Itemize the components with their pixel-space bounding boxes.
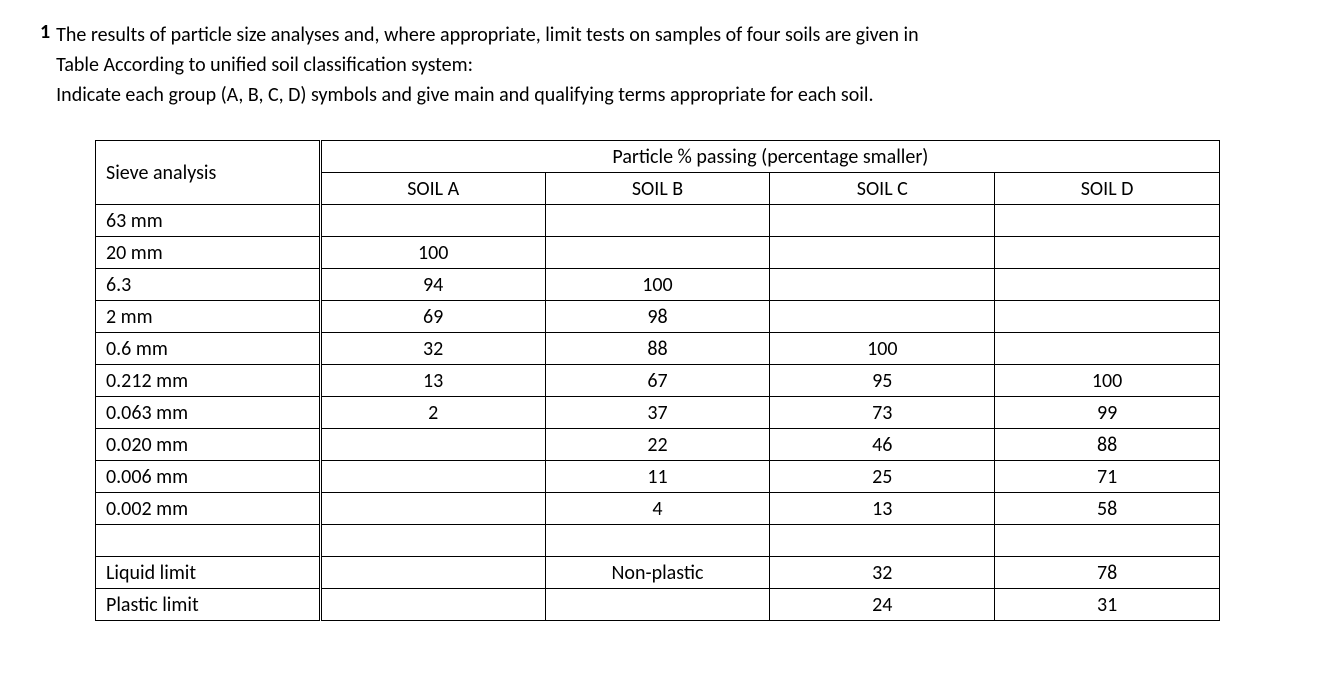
table-cell: 88 — [995, 429, 1220, 461]
question-line-1: 1 The results of particle size analyses … — [40, 20, 1280, 110]
table-row: 0.020 mm 224688 — [96, 429, 1220, 461]
table-cell: 31 — [995, 589, 1220, 621]
table-cell: 100 — [770, 333, 995, 365]
table-cell — [320, 429, 545, 461]
table-cell: 2 — [320, 397, 545, 429]
table-row: 2 mm6998 — [96, 301, 1220, 333]
table-cell: 22 — [545, 429, 770, 461]
row-label: 0.6 mm — [96, 333, 321, 365]
table-row: 63 mm — [96, 205, 1220, 237]
table-row: 6.394100 — [96, 269, 1220, 301]
table-cell — [545, 525, 770, 557]
table-cell — [545, 205, 770, 237]
table-cell: 94 — [320, 269, 545, 301]
table-cell — [320, 557, 545, 589]
table-row: 20 mm100 — [96, 237, 1220, 269]
question-text-line1: The results of particle size analyses an… — [56, 20, 1280, 50]
table-cell — [320, 525, 545, 557]
question-block: 1 The results of particle size analyses … — [40, 20, 1280, 110]
table-cell — [995, 205, 1220, 237]
table-header-row-1: Sieve analysis Particle % passing (perce… — [96, 141, 1220, 173]
particle-passing-header: Particle % passing (percentage smaller) — [320, 141, 1219, 173]
question-body: The results of particle size analyses an… — [56, 20, 1280, 110]
table-cell: 100 — [545, 269, 770, 301]
table-cell: 25 — [770, 461, 995, 493]
table-cell: 13 — [770, 493, 995, 525]
table-cell: 98 — [545, 301, 770, 333]
soil-d-header: SOIL D — [995, 173, 1220, 205]
sieve-analysis-header: Sieve analysis — [96, 141, 321, 205]
row-label: 6.3 — [96, 269, 321, 301]
table-cell: 32 — [320, 333, 545, 365]
table-cell: 58 — [995, 493, 1220, 525]
table-wrapper: Sieve analysis Particle % passing (perce… — [40, 140, 1280, 621]
table-cell: 69 — [320, 301, 545, 333]
table-cell: 100 — [995, 365, 1220, 397]
table-cell — [770, 301, 995, 333]
row-label: 0.006 mm — [96, 461, 321, 493]
table-cell — [545, 237, 770, 269]
table-row: 0.212 mm136795100 — [96, 365, 1220, 397]
row-label: 0.063 mm — [96, 397, 321, 429]
table-cell: 37 — [545, 397, 770, 429]
row-label: Plastic limit — [96, 589, 321, 621]
table-cell — [995, 237, 1220, 269]
table-cell: 95 — [770, 365, 995, 397]
question-text-line2: Table According to unified soil classifi… — [56, 50, 1280, 80]
table-cell: Non-plastic — [545, 557, 770, 589]
table-cell: 88 — [545, 333, 770, 365]
table-cell: 99 — [995, 397, 1220, 429]
table-cell — [545, 589, 770, 621]
table-cell — [995, 269, 1220, 301]
question-number: 1 — [40, 20, 50, 44]
table-cell — [320, 493, 545, 525]
table-cell — [770, 205, 995, 237]
row-label — [96, 525, 321, 557]
soil-data-table: Sieve analysis Particle % passing (perce… — [95, 140, 1220, 621]
table-cell: 73 — [770, 397, 995, 429]
table-cell: 11 — [545, 461, 770, 493]
table-cell: 100 — [320, 237, 545, 269]
table-row: 0.6 mm3288100 — [96, 333, 1220, 365]
table-cell: 4 — [545, 493, 770, 525]
table-cell: 78 — [995, 557, 1220, 589]
table-cell: 32 — [770, 557, 995, 589]
table-cell — [995, 333, 1220, 365]
table-row — [96, 525, 1220, 557]
table-cell — [770, 269, 995, 301]
table-cell — [320, 589, 545, 621]
row-label: 20 mm — [96, 237, 321, 269]
table-cell — [995, 525, 1220, 557]
table-cell — [320, 461, 545, 493]
table-cell: 24 — [770, 589, 995, 621]
table-row: Plastic limit 2431 — [96, 589, 1220, 621]
row-label: 0.212 mm — [96, 365, 321, 397]
table-cell — [770, 525, 995, 557]
table-row: 0.063 mm2377399 — [96, 397, 1220, 429]
table-cell: 13 — [320, 365, 545, 397]
soil-c-header: SOIL C — [770, 173, 995, 205]
row-label: 0.020 mm — [96, 429, 321, 461]
table-cell: 71 — [995, 461, 1220, 493]
question-text-line3: Indicate each group (A, B, C, D) symbols… — [56, 80, 1280, 110]
table-cell — [995, 301, 1220, 333]
table-cell: 46 — [770, 429, 995, 461]
table-row: 0.006 mm 112571 — [96, 461, 1220, 493]
table-row: Liquid limit Non-plastic3278 — [96, 557, 1220, 589]
table-cell: 67 — [545, 365, 770, 397]
row-label: 2 mm — [96, 301, 321, 333]
table-body: 63 mm20 mm1006.3941002 mm69980.6 mm32881… — [96, 205, 1220, 621]
soil-b-header: SOIL B — [545, 173, 770, 205]
soil-a-header: SOIL A — [320, 173, 545, 205]
row-label: 63 mm — [96, 205, 321, 237]
table-row: 0.002 mm 41358 — [96, 493, 1220, 525]
table-cell — [320, 205, 545, 237]
table-cell — [770, 237, 995, 269]
row-label: 0.002 mm — [96, 493, 321, 525]
row-label: Liquid limit — [96, 557, 321, 589]
